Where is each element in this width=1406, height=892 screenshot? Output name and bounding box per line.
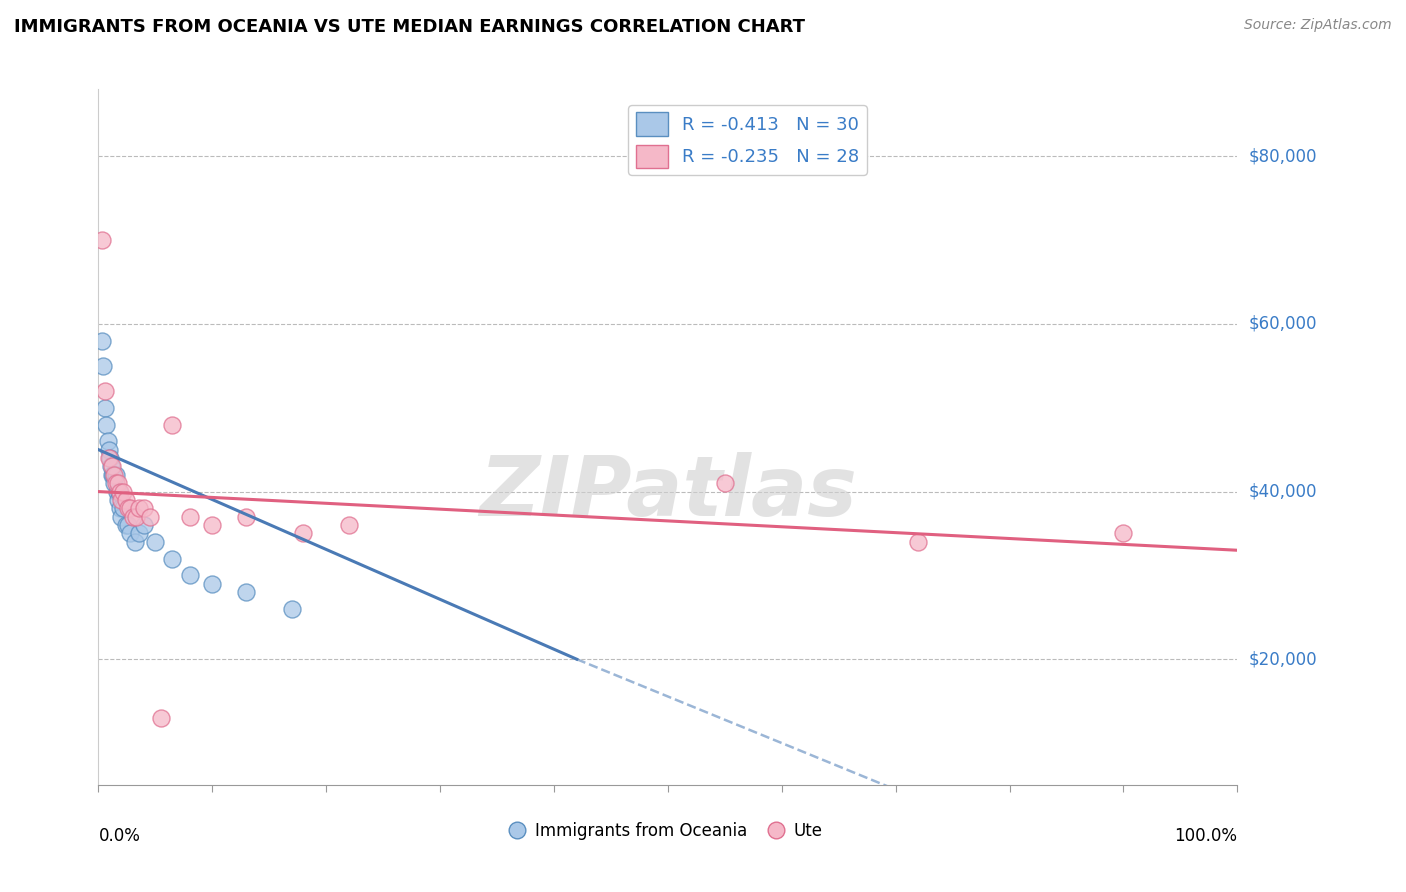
Point	[97, 450, 120, 465]
Point	[103, 467, 125, 482]
Point	[337, 518, 360, 533]
Point	[117, 518, 139, 533]
Point	[114, 492, 136, 507]
Point	[201, 576, 224, 591]
Point	[104, 476, 127, 491]
Point	[110, 492, 132, 507]
Point	[94, 401, 117, 415]
Point	[103, 467, 125, 482]
Point	[150, 711, 173, 725]
Point	[128, 526, 150, 541]
Point	[128, 501, 150, 516]
Point	[117, 501, 139, 516]
Point	[96, 434, 118, 449]
Point	[162, 551, 184, 566]
Point	[91, 359, 114, 373]
Point	[114, 518, 136, 533]
Point	[107, 492, 129, 507]
Point	[104, 467, 127, 482]
Text: IMMIGRANTS FROM OCEANIA VS UTE MEDIAN EARNINGS CORRELATION CHART: IMMIGRANTS FROM OCEANIA VS UTE MEDIAN EA…	[14, 18, 806, 36]
Point	[110, 509, 132, 524]
Point	[124, 534, 146, 549]
Text: $60,000: $60,000	[1249, 315, 1317, 333]
Point	[235, 509, 257, 524]
Point	[121, 509, 143, 524]
Point	[120, 501, 142, 516]
Point	[103, 476, 125, 491]
Point	[96, 417, 118, 432]
Point	[120, 526, 142, 541]
Point	[101, 459, 124, 474]
Text: Source: ZipAtlas.com: Source: ZipAtlas.com	[1244, 18, 1392, 32]
Point	[132, 501, 155, 516]
Point	[97, 442, 120, 457]
Point	[108, 501, 131, 516]
Point	[108, 484, 131, 499]
Text: 0.0%: 0.0%	[98, 827, 141, 845]
Legend: Immigrants from Oceania, Ute: Immigrants from Oceania, Ute	[506, 815, 830, 847]
Point	[112, 501, 135, 516]
Point	[162, 417, 184, 432]
Point	[138, 509, 160, 524]
Point	[112, 484, 135, 499]
Point	[107, 476, 129, 491]
Point	[201, 518, 224, 533]
Point	[125, 509, 148, 524]
Point	[94, 384, 117, 398]
Point	[281, 602, 304, 616]
Point	[98, 450, 121, 465]
Point	[108, 484, 131, 499]
Point	[132, 518, 155, 533]
Text: $40,000: $40,000	[1249, 483, 1317, 500]
Text: $80,000: $80,000	[1249, 147, 1317, 165]
Point	[235, 585, 257, 599]
Point	[179, 509, 201, 524]
Point	[100, 459, 122, 474]
Text: $20,000: $20,000	[1249, 650, 1317, 668]
Point	[292, 526, 315, 541]
Point	[90, 233, 112, 247]
Point	[90, 334, 112, 348]
Point	[907, 534, 929, 549]
Point	[1112, 526, 1135, 541]
Text: ZIPatlas: ZIPatlas	[479, 452, 856, 533]
Text: 100.0%: 100.0%	[1174, 827, 1237, 845]
Point	[714, 476, 737, 491]
Point	[105, 484, 128, 499]
Point	[145, 534, 167, 549]
Point	[101, 467, 124, 482]
Point	[179, 568, 201, 582]
